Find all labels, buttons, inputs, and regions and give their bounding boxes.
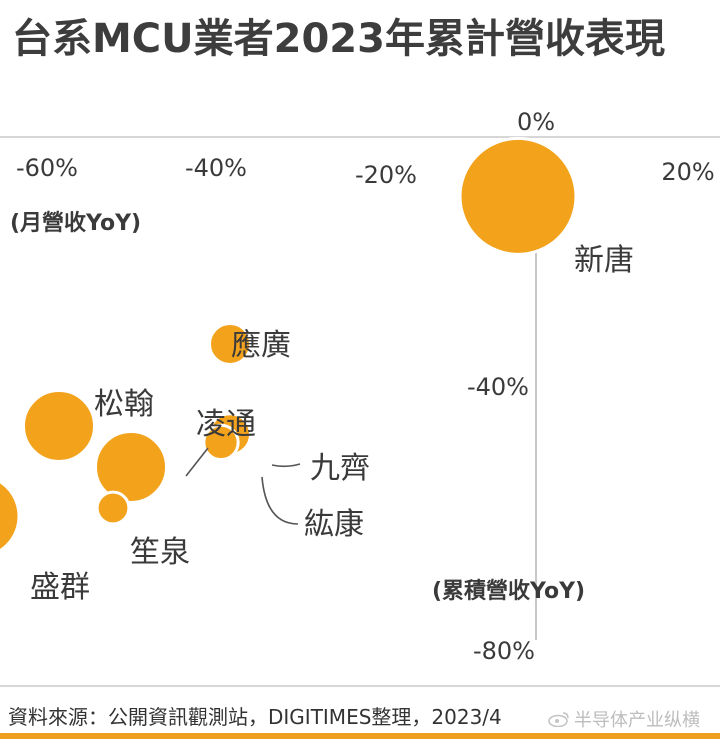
bubble-5	[202, 423, 240, 462]
bubble-7	[0, 479, 21, 553]
bubble-3	[93, 429, 169, 505]
x-tick-label: -20%	[355, 161, 417, 189]
leader-line-jiuqi	[271, 463, 301, 468]
x-tick-label: 20%	[661, 158, 714, 186]
x-axis-label: (月營收YoY)	[10, 210, 141, 236]
x-tick-label: -40%	[185, 154, 247, 182]
y-tick-label: -40%	[467, 373, 529, 401]
title-divider	[0, 136, 720, 138]
x-tick-label: 0%	[517, 108, 555, 136]
bubble-6	[95, 490, 131, 526]
bubble-label: 九齊	[310, 451, 370, 486]
source-note: 資料來源：公開資訊觀測站，DIGITIMES整理，2023/4	[8, 705, 502, 729]
bubble-label: 新唐	[574, 243, 634, 278]
bubble-label: 盛群	[30, 570, 90, 605]
bubble-label: 紘康	[304, 507, 364, 542]
bubble-chart: -60% -40% -20% 0% 20% -40% -80% 新唐應廣松翰凌通九齊紘康笙泉…	[0, 108, 715, 665]
chart-title: 台系MCU業者2023年累計營收表現	[12, 16, 665, 62]
bubble-1	[208, 322, 252, 366]
leader-line-hongkang	[261, 476, 299, 525]
x-tick-label: -60%	[16, 154, 78, 182]
y-tick-label: -80%	[473, 637, 535, 665]
bottom-accent-bar	[0, 733, 720, 739]
bubble-label: 笙泉	[130, 535, 190, 570]
footer-divider	[0, 685, 720, 687]
watermark: 半导体产业纵横	[548, 706, 700, 732]
y-axis-label: (累積營收YoY)	[432, 578, 585, 604]
bubble-0	[458, 136, 578, 256]
bubble-2	[21, 388, 97, 464]
bubble-label: 松翰	[94, 387, 154, 422]
weibo-icon	[548, 712, 569, 727]
watermark-text: 半导体产业纵横	[574, 710, 700, 731]
bubble-label: 應廣	[231, 328, 291, 363]
bubble-label: 凌通	[196, 407, 256, 442]
leader-line-lingtong	[185, 447, 209, 477]
